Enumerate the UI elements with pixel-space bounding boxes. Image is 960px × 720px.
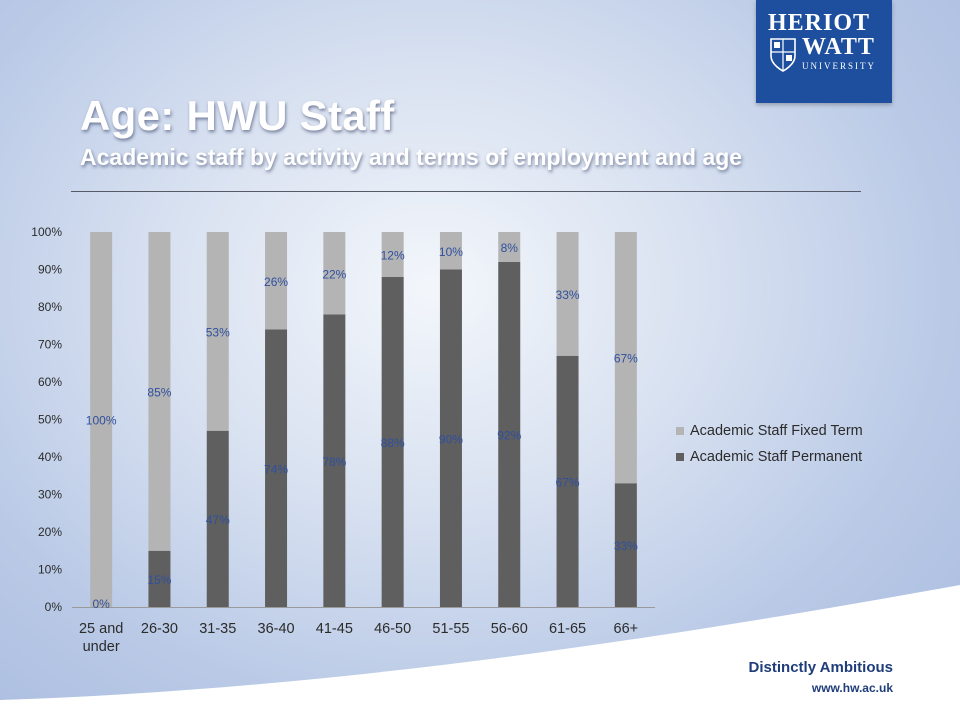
y-tick-label: 40% <box>38 450 62 464</box>
x-tick-label: 26-30 <box>141 621 178 637</box>
bar-fixed-term <box>206 232 229 431</box>
x-tick-label: 51-55 <box>432 621 469 637</box>
chart-data-labels: 0% 100% 15% 85% 47% 53% 74% 26% 78% 22% 88% 12% 90% 1… <box>86 241 638 611</box>
y-tick-label: 30% <box>38 488 62 502</box>
footer-url: www.hw.ac.uk <box>811 681 893 695</box>
legend-item-fixed-term: Academic Staff Fixed Term <box>676 418 863 444</box>
data-label-permanent: 74% <box>264 462 288 476</box>
data-label-fixed-term: 33% <box>556 288 580 302</box>
bar-fixed-term <box>148 232 171 551</box>
legend-swatch-fixed-term <box>676 427 684 435</box>
legend-label-fixed-term: Academic Staff Fixed Term <box>690 423 863 439</box>
data-label-permanent: 15% <box>147 573 171 587</box>
x-tick-label: 25 and <box>79 621 123 637</box>
y-tick-label: 80% <box>38 300 62 314</box>
footer-tagline: Distinctly Ambitious <box>748 659 893 676</box>
logo-text-line3: UNIVERSITY <box>802 61 876 71</box>
legend-label-permanent: Academic Staff Permanent <box>690 449 863 465</box>
x-tick-label: 61-65 <box>549 621 586 637</box>
y-tick-label: 10% <box>38 563 62 577</box>
data-label-fixed-term: 100% <box>86 414 117 428</box>
bar-fixed-term <box>439 232 462 270</box>
bar-permanent <box>556 355 579 607</box>
data-label-permanent: 33% <box>614 539 638 553</box>
bar-fixed-term <box>323 232 346 315</box>
bar-fixed-term <box>265 232 288 330</box>
data-label-fixed-term: 26% <box>264 275 288 289</box>
chart-bars <box>90 232 637 607</box>
x-tick-label: 66+ <box>614 621 639 637</box>
data-label-fixed-term: 85% <box>147 385 171 399</box>
legend-swatch-permanent <box>676 453 684 461</box>
data-label-fixed-term: 53% <box>206 325 230 339</box>
x-tick-label: under <box>83 639 120 655</box>
bar-permanent <box>498 262 521 607</box>
x-tick-label: 36-40 <box>258 621 295 637</box>
data-label-permanent: 88% <box>381 436 405 450</box>
data-label-fixed-term: 22% <box>322 267 346 281</box>
logo-text-line1: HERIOT <box>768 10 871 36</box>
data-label-permanent: 0% <box>92 597 110 611</box>
x-tick-label: 31-35 <box>199 621 236 637</box>
bar-fixed-term <box>90 232 113 607</box>
y-tick-label: 100% <box>31 225 62 239</box>
data-label-fixed-term: 67% <box>614 352 638 366</box>
x-tick-label: 41-45 <box>316 621 353 637</box>
bar-fixed-term <box>556 232 579 356</box>
data-label-permanent: 92% <box>497 429 521 443</box>
university-logo: HERIOT WATT UNIVERSITY <box>756 0 892 103</box>
title-divider <box>71 191 861 192</box>
y-tick-label: 70% <box>38 338 62 352</box>
data-label-permanent: 67% <box>556 475 580 489</box>
bar-permanent <box>265 329 288 607</box>
bar-fixed-term <box>614 232 637 484</box>
y-tick-label: 60% <box>38 375 62 389</box>
bar-permanent <box>439 269 462 607</box>
bar-fixed-term <box>498 232 521 262</box>
chart-axes: 0% 10% 20% 30% 40% 50% 60% 70% 80% 90% 100% 25 and u… <box>31 225 655 655</box>
legend-item-permanent: Academic Staff Permanent <box>676 444 863 470</box>
y-tick-label: 0% <box>45 600 63 614</box>
bar-permanent <box>614 483 637 607</box>
data-label-fixed-term: 12% <box>381 249 405 263</box>
x-tick-label: 46-50 <box>374 621 411 637</box>
data-label-permanent: 78% <box>322 455 346 469</box>
data-label-fixed-term: 10% <box>439 245 463 259</box>
data-label-fixed-term: 8% <box>501 241 519 255</box>
data-label-permanent: 90% <box>439 432 463 446</box>
page-title: Age: HWU Staff <box>80 92 395 139</box>
bar-permanent <box>148 550 171 607</box>
logo-text-line2: WATT <box>802 34 875 60</box>
bar-permanent <box>381 277 404 607</box>
chart-legend: Academic Staff Fixed Term Academic Staff… <box>676 418 863 470</box>
bar-permanent <box>323 314 346 607</box>
y-tick-label: 90% <box>38 263 62 277</box>
y-tick-label: 20% <box>38 525 62 539</box>
y-tick-label: 50% <box>38 413 62 427</box>
bar-permanent <box>206 430 229 607</box>
page-subtitle: Academic staff by activity and terms of … <box>80 144 743 170</box>
x-tick-label: 56-60 <box>491 621 528 637</box>
data-label-permanent: 47% <box>206 513 230 527</box>
bar-fixed-term <box>381 232 404 277</box>
crest-icon <box>770 38 796 72</box>
